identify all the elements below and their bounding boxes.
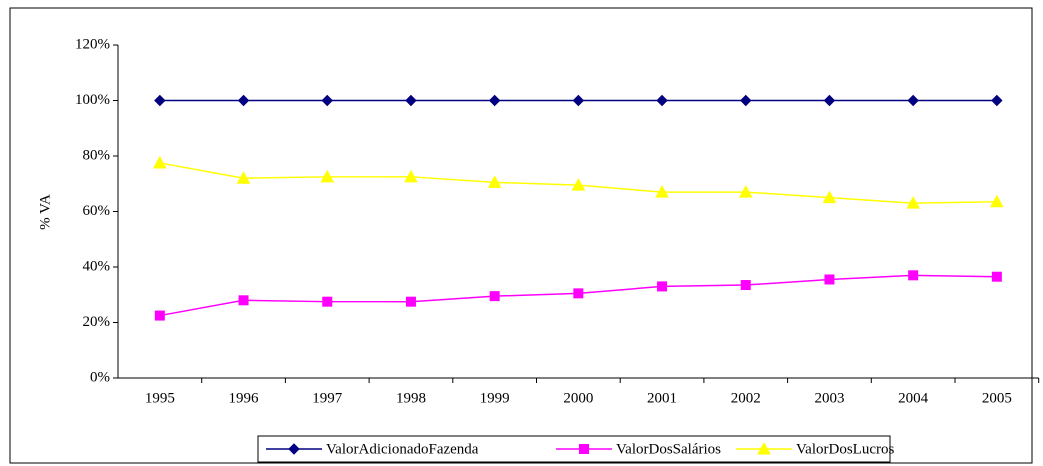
y-tick-label: 20%	[83, 314, 111, 330]
marker	[990, 194, 1004, 208]
y-axis-label: % VA	[37, 194, 53, 230]
y-tick-label: 120%	[75, 36, 110, 52]
marker	[322, 296, 333, 307]
x-tick-label: 1996	[229, 390, 260, 406]
x-tick-label: 2004	[898, 390, 929, 406]
marker	[824, 274, 835, 285]
marker	[908, 270, 919, 281]
marker	[740, 94, 752, 107]
x-tick-label: 1998	[396, 390, 426, 406]
marker	[571, 178, 586, 191]
marker	[657, 281, 668, 292]
x-tick-label: 2002	[731, 390, 761, 406]
marker	[907, 94, 919, 107]
x-tick-label: 2003	[814, 390, 844, 406]
marker	[822, 190, 837, 204]
marker	[740, 280, 751, 291]
chart-frame	[9, 7, 1033, 464]
marker	[991, 94, 1003, 107]
legend-label: ValorDosSalários	[616, 441, 721, 457]
marker	[656, 94, 668, 107]
marker	[488, 94, 501, 107]
legend-marker	[579, 444, 589, 454]
x-tick-label: 1997	[312, 390, 343, 406]
legend-marker	[757, 441, 771, 455]
x-tick-label: 2005	[982, 390, 1012, 406]
legend-label: ValorAdicionadoFazenda	[326, 441, 479, 457]
marker	[405, 94, 417, 107]
marker	[154, 94, 166, 107]
marker	[404, 169, 418, 183]
x-tick-label: 2000	[563, 390, 593, 406]
y-tick-label: 100%	[75, 92, 110, 108]
marker	[573, 288, 584, 299]
marker	[991, 271, 1002, 282]
marker	[906, 196, 920, 209]
marker	[237, 94, 250, 107]
marker	[572, 94, 585, 107]
x-tick-label: 1995	[145, 390, 175, 406]
marker	[153, 155, 167, 169]
marker	[655, 185, 669, 198]
marker	[823, 94, 836, 107]
y-tick-label: 80%	[83, 147, 111, 163]
marker	[238, 295, 249, 306]
legend-marker	[288, 443, 300, 455]
marker	[236, 171, 251, 184]
marker	[489, 291, 500, 302]
marker	[320, 169, 335, 183]
legend-label: ValorDosLucros	[796, 441, 894, 457]
marker	[154, 310, 165, 321]
y-tick-label: 40%	[83, 258, 111, 274]
marker	[487, 175, 502, 188]
marker	[738, 185, 753, 198]
y-tick-label: 0%	[90, 369, 110, 385]
x-tick-label: 2001	[647, 390, 677, 406]
marker	[321, 94, 333, 107]
y-tick-label: 60%	[83, 203, 111, 219]
marker	[405, 296, 416, 307]
x-tick-label: 1999	[480, 390, 510, 406]
